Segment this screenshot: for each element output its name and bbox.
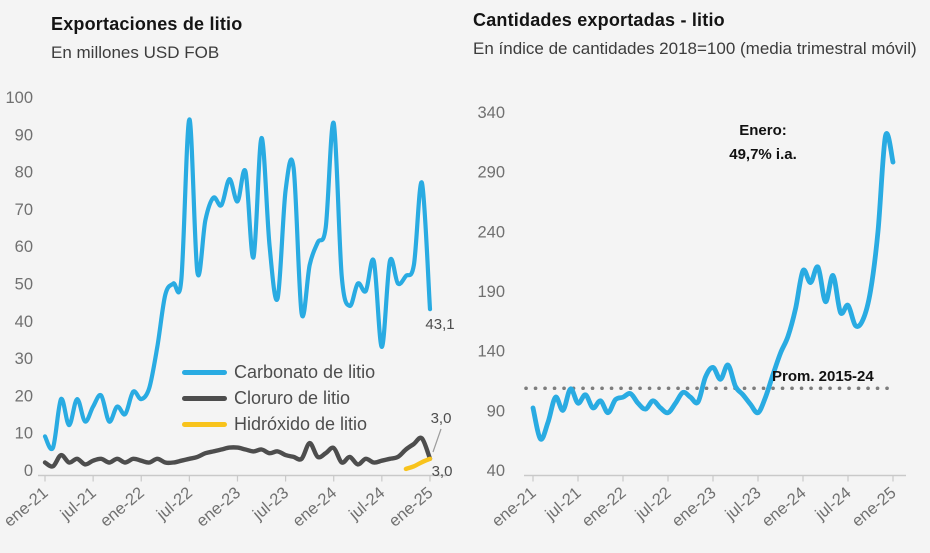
y-tick-label: 100 (5, 89, 33, 107)
x-tick-label: jul-24 (345, 484, 388, 524)
y-tick-label: 60 (15, 238, 33, 256)
annotation-carbonato-last-value: 43,1 (425, 316, 455, 333)
left-chart-title: Exportaciones de litio (51, 14, 243, 34)
x-tick-label: ene-21 (1, 484, 52, 531)
line-cantidades-exportadas-de-litio (530, 131, 896, 442)
y-tick-label: 30 (15, 350, 33, 368)
x-tick-label: ene-23 (193, 484, 244, 531)
x-tick-label: ene-22 (97, 484, 148, 531)
x-tick-label: jul-22 (153, 484, 196, 524)
left-chart-subtitle: En millones USD FOB (51, 43, 220, 62)
y-tick-label: 290 (477, 164, 505, 182)
legend-item: Carbonato de litio (182, 362, 375, 383)
y-tick-label: 0 (24, 462, 33, 480)
y-tick-label: 240 (477, 223, 505, 241)
y-tick-label: 20 (15, 387, 33, 405)
x-tick-label: jul-24 (811, 484, 854, 524)
legend-item: Hidróxido de litio (182, 414, 375, 435)
legend-item: Cloruro de litio (182, 388, 375, 409)
y-tick-label: 50 (15, 276, 33, 294)
y-tick-label: 90 (487, 402, 505, 420)
x-tick-label: jul-23 (249, 484, 292, 524)
right-chart-subtitle: En índice de cantidades 2018=100 (media … (473, 39, 917, 58)
legend-label: Cloruro de litio (234, 388, 351, 408)
annotation-leader-line (432, 428, 442, 453)
right-chart-title: Cantidades exportadas - litio (473, 10, 725, 30)
legend-swatch-hidr-xido-de-litio (182, 422, 227, 427)
x-tick-label: ene-24 (289, 484, 340, 531)
y-tick-label: 80 (15, 164, 33, 182)
x-tick-label: ene-25 (849, 484, 900, 531)
legend: Carbonato de litio Cloruro de litio Hidróx… (182, 362, 375, 435)
y-tick-label: 70 (15, 201, 33, 219)
annotation-reference-line-label: Prom. 2015-24 (772, 368, 874, 385)
y-tick-label: 40 (15, 313, 33, 331)
x-tick-label: ene-25 (386, 484, 437, 531)
y-tick-label: 140 (477, 343, 505, 361)
legend-swatch-carbonato-de-litio (182, 370, 227, 375)
line-cloruro-de-litio (42, 435, 433, 469)
x-tick-label: ene-23 (669, 484, 720, 531)
legend-label: Hidróxido de litio (234, 414, 368, 434)
annotation-enero-label: Enero: (739, 122, 787, 139)
x-tick-label: jul-21 (56, 484, 99, 524)
y-tick-label: 190 (477, 283, 505, 301)
x-tick-label: jul-22 (631, 484, 674, 524)
line-hidr-xido-de-litio (403, 456, 433, 472)
y-tick-label: 10 (15, 425, 33, 443)
y-tick-label: 340 (477, 104, 505, 122)
line-carbonato-de-litio (42, 117, 433, 452)
x-tick-label: jul-23 (721, 484, 764, 524)
legend-label: Carbonato de litio (234, 362, 376, 382)
y-tick-label: 90 (15, 126, 33, 144)
x-tick-label: ene-22 (579, 484, 630, 531)
annotation-hidroxido-last-value: 3,0 (431, 463, 453, 480)
annotation-enero-value: 49,7% i.a. (729, 146, 797, 163)
y-tick-label: 40 (487, 462, 505, 480)
x-tick-label: jul-21 (541, 484, 584, 524)
x-tick-label: ene-24 (759, 484, 810, 531)
x-tick-label: ene-21 (489, 484, 540, 531)
legend-swatch-cloruro-de-litio (182, 396, 227, 401)
annotation-cloruro-last-value: 3,0 (430, 410, 452, 427)
